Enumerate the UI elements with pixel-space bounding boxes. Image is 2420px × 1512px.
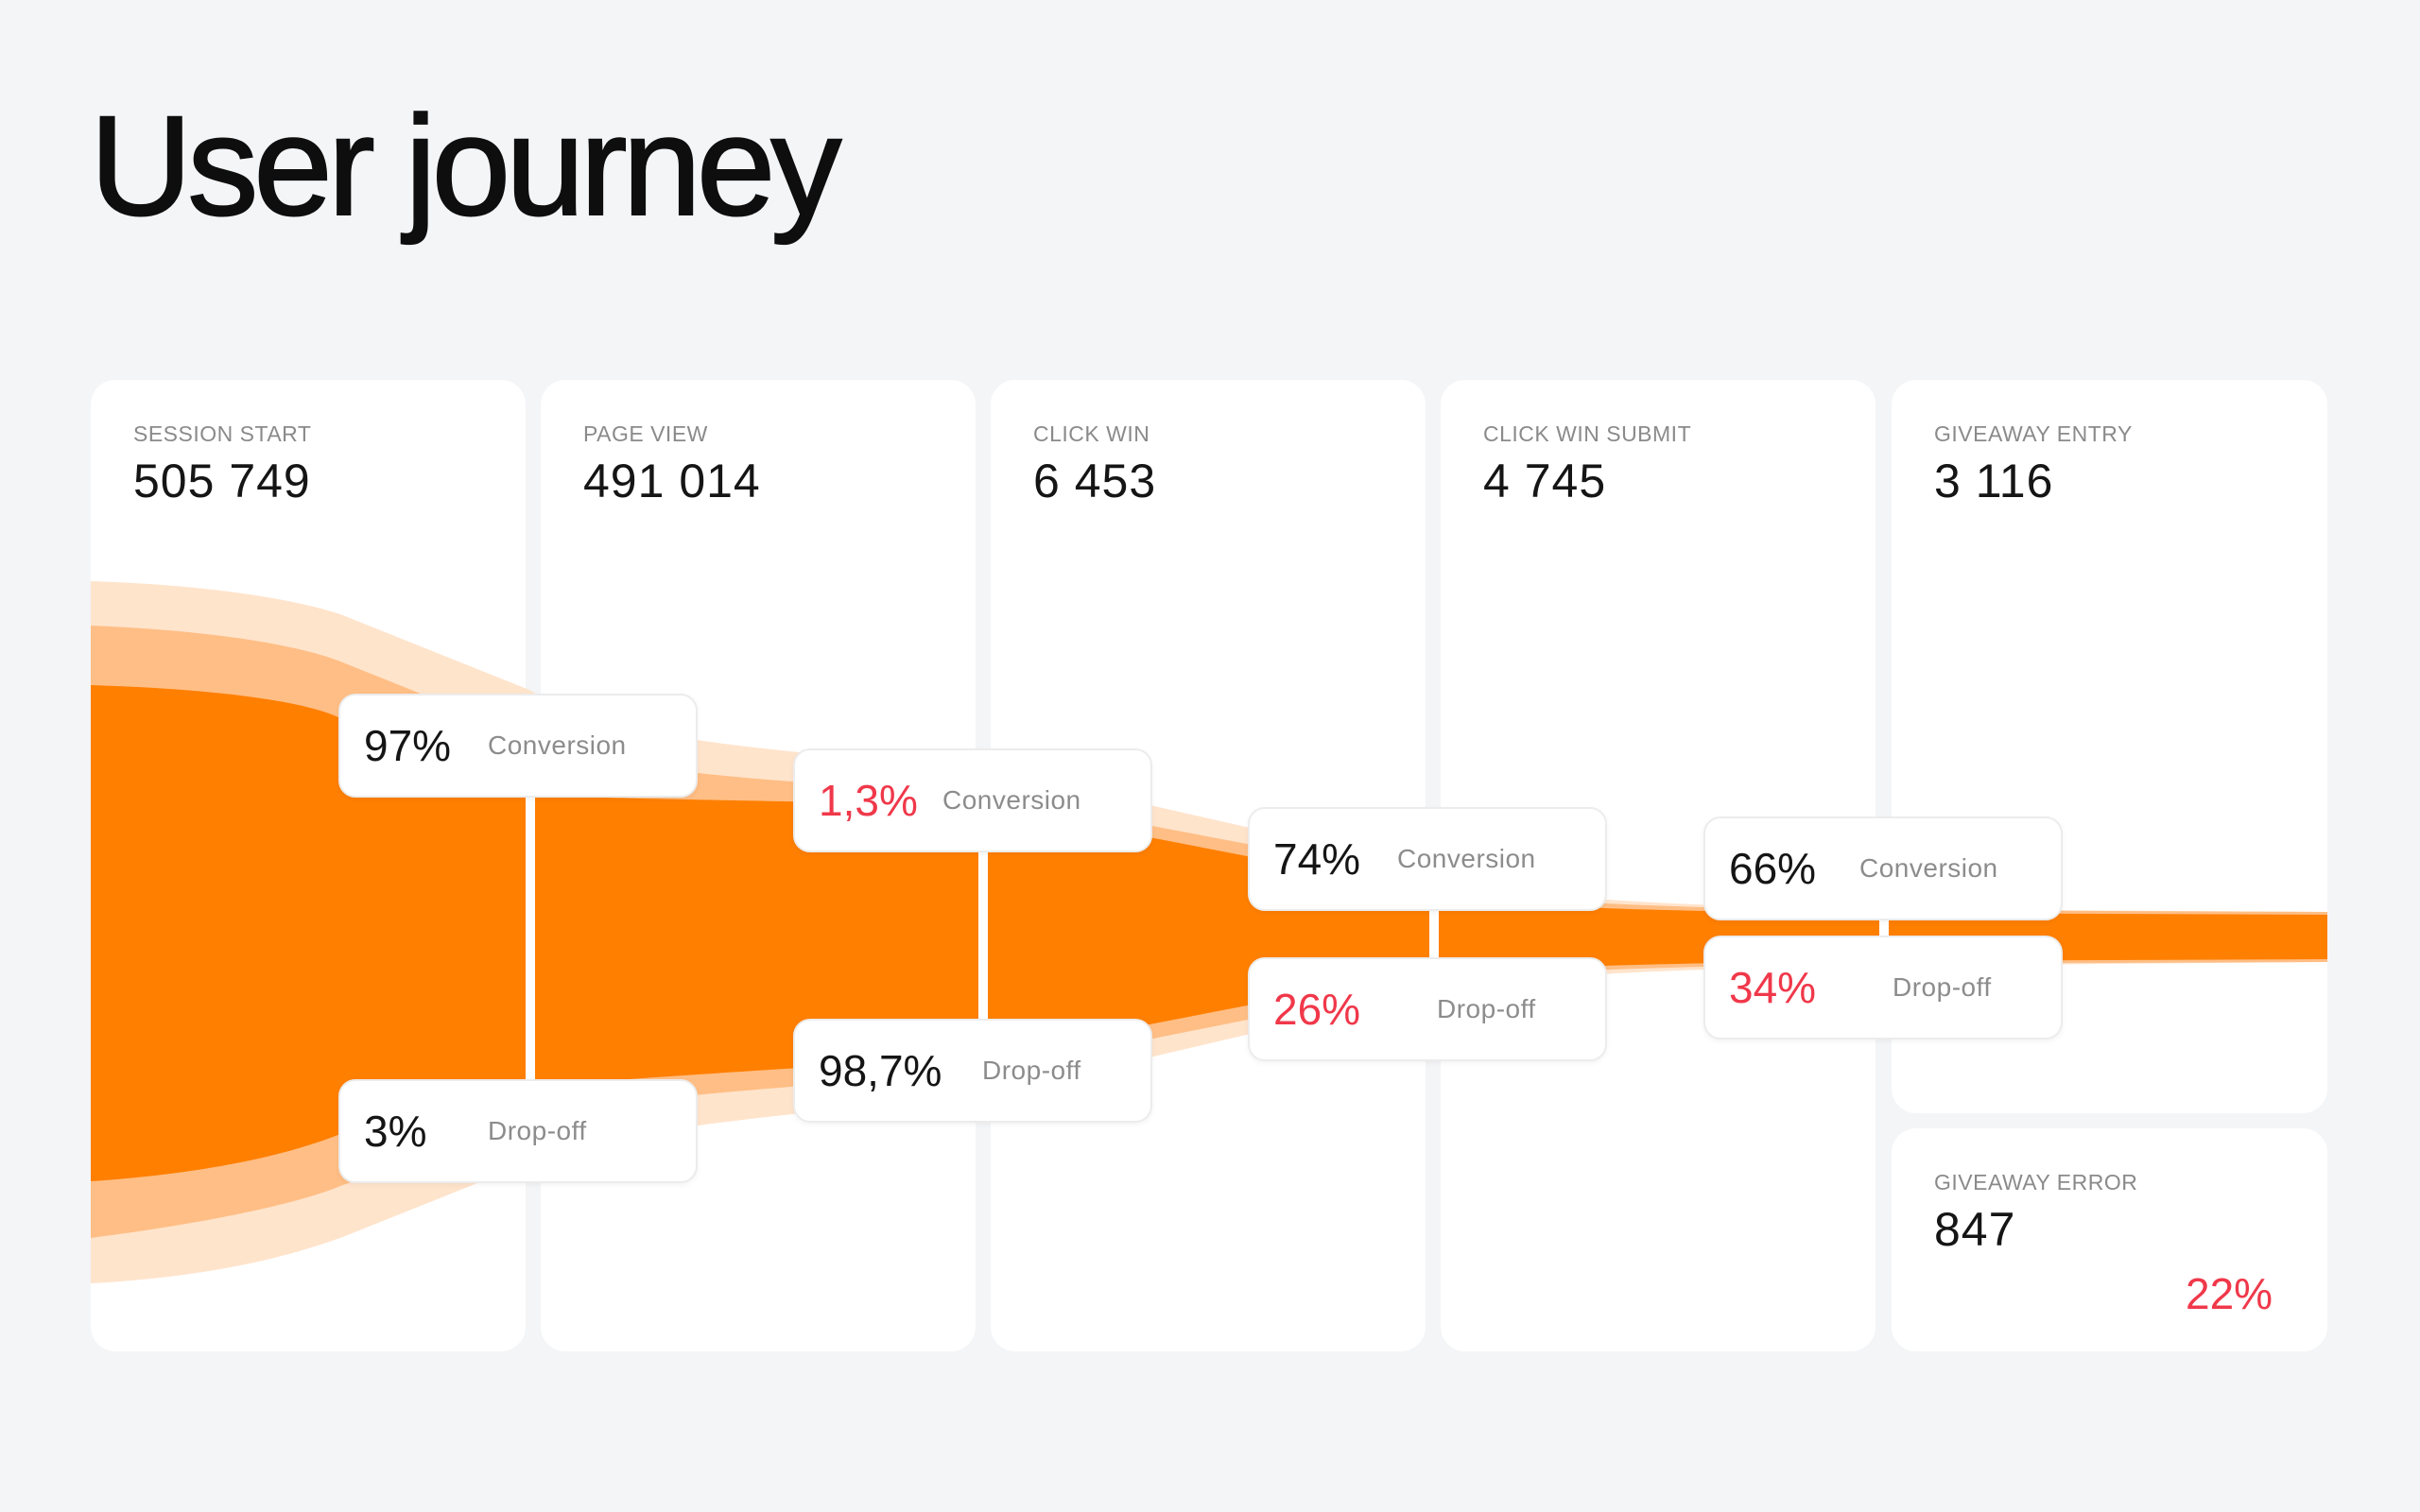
stage-panel-giveaway-error [1892,1128,2327,1351]
stage-value-giveaway-error: 847 [1934,1203,2016,1256]
conversion-value: 66% [1729,844,1817,893]
conversion-card-2: 1,3% Conversion [793,748,1152,852]
stage-label-click-win: CLICK WIN [1033,421,1150,446]
conversion-label: Conversion [1397,844,1536,873]
stage-value-page-view: 491 014 [583,455,761,507]
stage-label-session-start: SESSION START [133,421,312,446]
dropoff-value: 98,7% [819,1046,942,1095]
conversion-label: Conversion [1859,853,1998,883]
conversion-label: Conversion [942,785,1081,815]
connector-4 [1879,907,1889,945]
stage-label-giveaway-error: GIVEAWAY ERROR [1934,1170,2138,1194]
dropoff-label: Drop-off [1437,994,1536,1023]
stage-value-session-start: 505 749 [133,455,311,507]
stage-label-page-view: PAGE VIEW [583,421,708,446]
stage-label-click-win-submit: CLICK WIN SUBMIT [1483,421,1692,446]
dropoff-label: Drop-off [488,1116,587,1145]
dropoff-value: 34% [1729,963,1817,1012]
dropoff-label: Drop-off [982,1056,1081,1085]
dropoff-label: Drop-off [1893,972,1992,1002]
stage-label-giveaway-entry: GIVEAWAY ENTRY [1934,421,2133,446]
connector-1 [526,784,535,1096]
conversion-value: 74% [1273,834,1361,884]
stage-value-click-win: 6 453 [1033,455,1157,507]
giveaway-error-percent: 22% [2186,1269,2273,1318]
connector-2 [978,841,988,1030]
stage-value-click-win-submit: 4 745 [1483,455,1607,507]
connector-3 [1429,902,1439,959]
dropoff-value: 3% [364,1107,427,1156]
conversion-value: 1,3% [819,776,918,825]
page-title: User journey [89,86,842,245]
conversion-card-3: 74% Conversion [1248,807,1607,911]
dropoff-card-3: 26% Drop-off [1248,957,1607,1061]
stage-value-giveaway-entry: 3 116 [1934,455,2054,507]
dropoff-card-4: 34% Drop-off [1703,936,2063,1040]
dropoff-card-2: 98,7% Drop-off [793,1019,1152,1123]
flow-main-band [91,685,2327,1181]
conversion-value: 97% [364,721,452,770]
dropoff-value: 26% [1273,985,1361,1034]
conversion-label: Conversion [488,730,627,760]
conversion-card-4: 66% Conversion [1703,816,2063,920]
conversion-card-1: 97% Conversion [338,694,698,798]
dropoff-card-1: 3% Drop-off [338,1079,698,1183]
